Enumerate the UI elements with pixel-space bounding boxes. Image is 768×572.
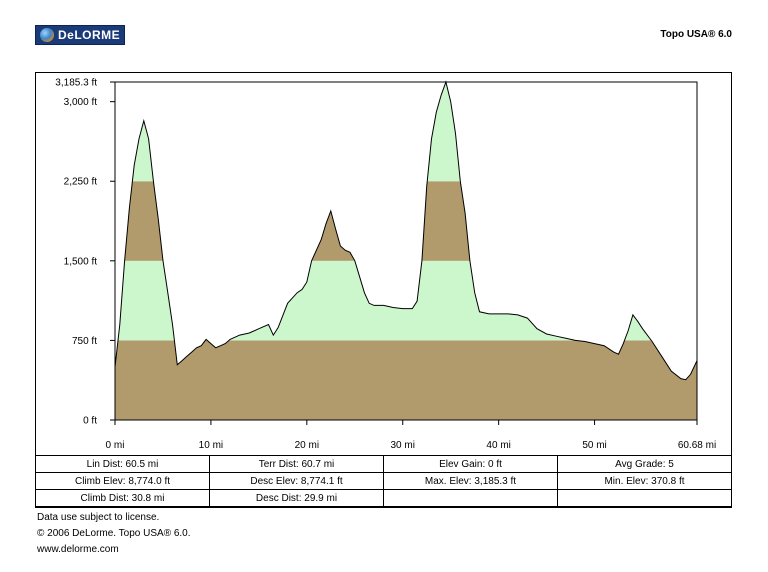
x-tick-label: 40 mi bbox=[486, 440, 510, 451]
stat-climb-dist: Climb Dist: 30.8 mi bbox=[35, 489, 210, 507]
x-tick-label: 30 mi bbox=[391, 440, 415, 451]
elevation-band bbox=[115, 181, 697, 261]
stat-elev-gain: Elev Gain: 0 ft bbox=[383, 455, 558, 473]
globe-icon bbox=[40, 28, 54, 42]
elevation-bands bbox=[115, 82, 697, 420]
stat-empty bbox=[557, 489, 732, 507]
plot-border bbox=[114, 81, 698, 421]
elevation-band bbox=[115, 340, 697, 420]
x-tick-label: 20 mi bbox=[295, 440, 319, 451]
y-tick-label: 0 ft bbox=[83, 416, 97, 427]
y-tick-label: 1,500 ft bbox=[64, 256, 98, 267]
x-tick-label: 10 mi bbox=[199, 440, 223, 451]
stat-avg-grade: Avg Grade: 5 bbox=[557, 455, 732, 473]
stat-empty bbox=[383, 489, 558, 507]
footer: Data use subject to license. © 2006 DeLo… bbox=[37, 510, 191, 558]
copyright: © 2006 DeLorme. Topo USA® 6.0. bbox=[37, 528, 191, 539]
stat-lin-dist: Lin Dist: 60.5 mi bbox=[35, 455, 210, 473]
stats-row: Climb Dist: 30.8 mi Desc Dist: 29.9 mi bbox=[35, 489, 732, 507]
stat-min-elev: Min. Elev: 370.8 ft bbox=[557, 472, 732, 490]
stats-table: Lin Dist: 60.5 mi Terr Dist: 60.7 mi Ele… bbox=[35, 455, 732, 507]
x-tick-label: 0 mi bbox=[106, 440, 125, 451]
y-tick-label: 3,000 ft bbox=[64, 97, 98, 108]
profile-line bbox=[114, 80, 698, 381]
license-note: Data use subject to license. bbox=[37, 512, 160, 523]
y-axis: 0 ft 750 ft 1,500 ft 2,250 ft 3,000 ft 3,185.… bbox=[55, 78, 115, 427]
stat-max-elev: Max. Elev: 3,185.3 ft bbox=[383, 472, 558, 490]
elevation-band bbox=[115, 82, 697, 182]
x-tick-label: 60.68 mi bbox=[678, 440, 716, 451]
website-link[interactable]: www.delorme.com bbox=[37, 544, 119, 555]
x-axis: 0 mi 10 mi 20 mi 30 mi 40 mi 50 mi 60.68 mi bbox=[106, 420, 716, 451]
y-tick-label: 750 ft bbox=[72, 336, 97, 347]
elevation-band bbox=[115, 260, 697, 341]
logo-text: DeLORME bbox=[58, 28, 121, 42]
stats-row: Climb Elev: 8,774.0 ft Desc Elev: 8,774.… bbox=[35, 472, 732, 490]
stat-desc-dist: Desc Dist: 29.9 mi bbox=[209, 489, 384, 507]
product-name: Topo USA® 6.0 bbox=[660, 29, 732, 40]
y-tick-label: 2,250 ft bbox=[64, 177, 98, 188]
stats-row: Lin Dist: 60.5 mi Terr Dist: 60.7 mi Ele… bbox=[35, 455, 732, 473]
delorme-logo: DeLORME bbox=[35, 25, 125, 45]
x-tick-label: 50 mi bbox=[582, 440, 606, 451]
elevation-profile-chart: 0 ft 750 ft 1,500 ft 2,250 ft 3,000 ft 3,185.… bbox=[55, 78, 716, 452]
stat-terr-dist: Terr Dist: 60.7 mi bbox=[209, 455, 384, 473]
y-tick-label: 3,185.3 ft bbox=[55, 78, 97, 89]
stat-climb-elev: Climb Elev: 8,774.0 ft bbox=[35, 472, 210, 490]
chart-frame bbox=[35, 72, 732, 508]
stat-desc-elev: Desc Elev: 8,774.1 ft bbox=[209, 472, 384, 490]
